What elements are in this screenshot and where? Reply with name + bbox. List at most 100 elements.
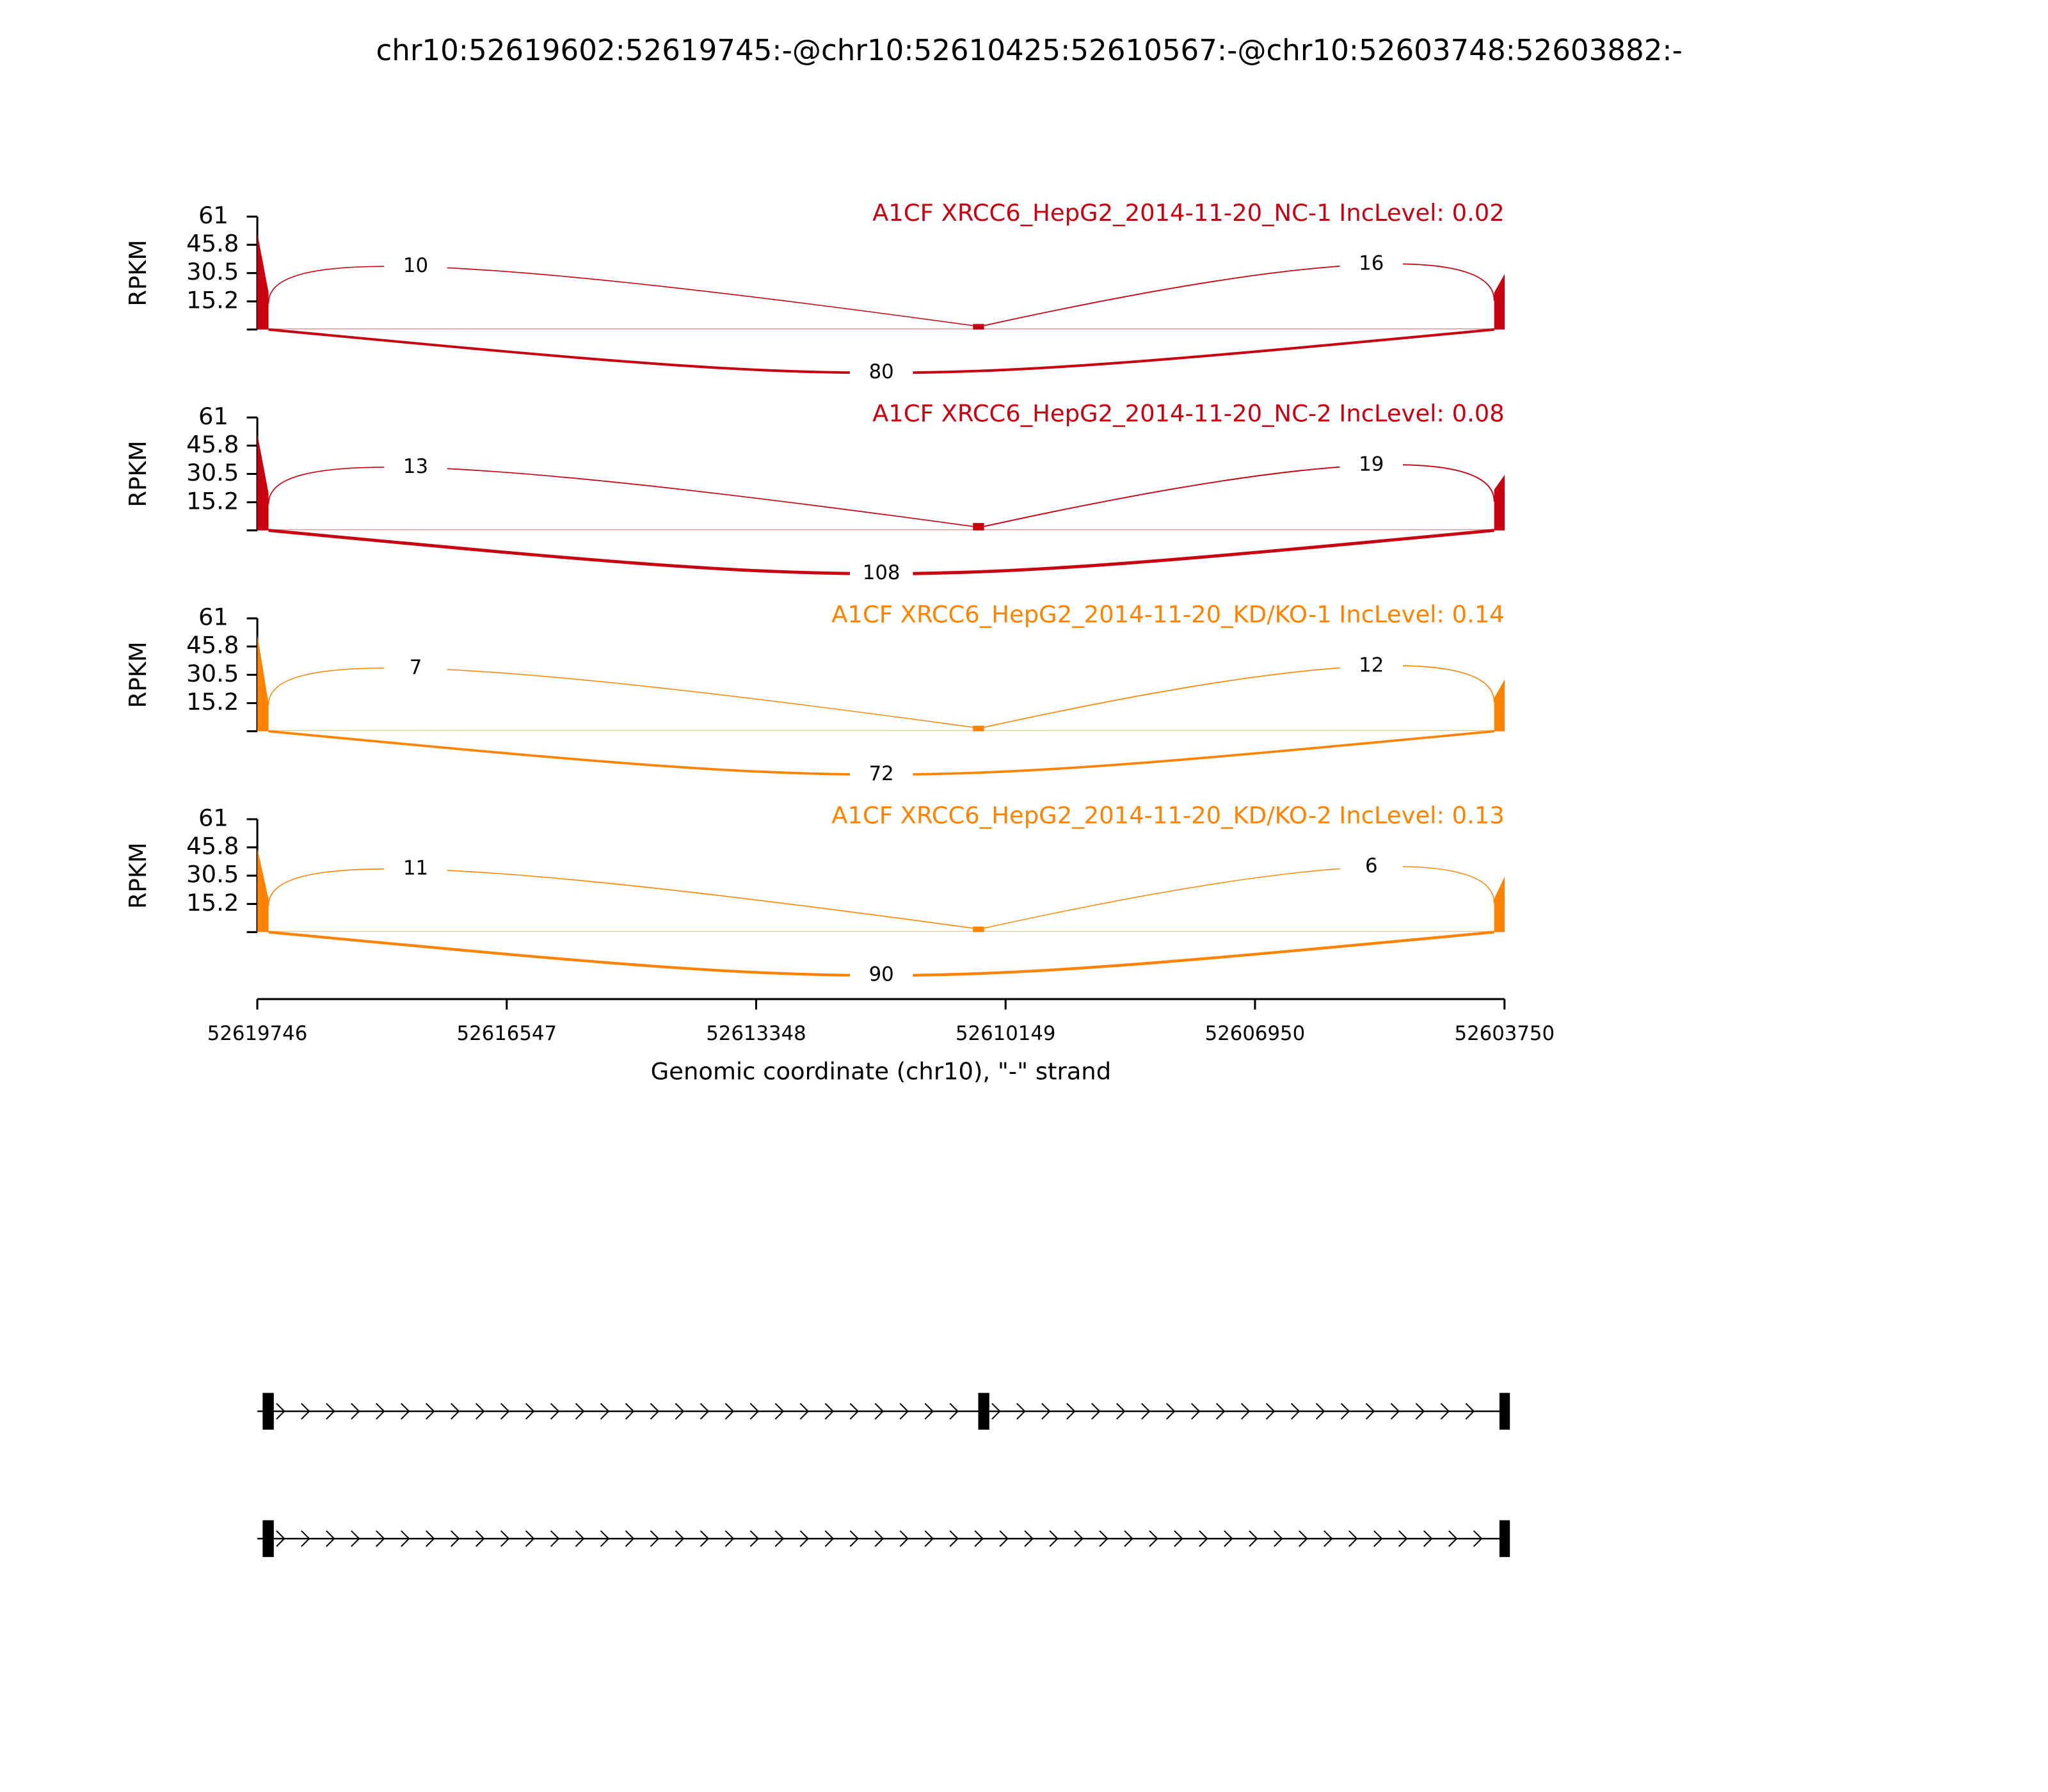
junction-label-bg	[384, 857, 447, 881]
y-tick-label: 61	[198, 804, 228, 832]
coverage	[1494, 474, 1505, 531]
strand-chevron	[1365, 1403, 1375, 1420]
y-tick-label: 61	[198, 202, 228, 229]
strand-chevron	[600, 1403, 610, 1420]
junction-arc	[984, 866, 1495, 929]
coverage	[257, 849, 269, 932]
junction-label: 7	[410, 656, 422, 679]
strand-chevron	[625, 1403, 635, 1420]
strand-chevron	[849, 1530, 860, 1548]
strand-chevron	[276, 1403, 285, 1420]
strand-chevron	[1324, 1530, 1333, 1548]
junction-label: 90	[869, 963, 894, 986]
coverage	[1494, 679, 1505, 732]
exon-block	[1499, 1393, 1510, 1430]
strand-chevron	[799, 1530, 810, 1548]
strand-chevron	[326, 1530, 335, 1548]
junction-label-bg	[384, 255, 447, 279]
y-axis-label: RPKM	[124, 441, 152, 508]
y-tick-label: 15.2	[186, 286, 239, 314]
junction-label: 13	[403, 455, 428, 478]
strand-chevron	[849, 1403, 860, 1420]
strand-chevron	[1016, 1403, 1026, 1420]
junction-label: 19	[1359, 452, 1384, 476]
strand-chevron	[1141, 1403, 1151, 1420]
strand-chevron	[376, 1530, 385, 1548]
junction-arc	[268, 266, 973, 326]
strand-chevron	[1224, 1530, 1233, 1548]
strand-chevron	[899, 1530, 909, 1548]
junction-label: 16	[1359, 252, 1384, 275]
x-tick-label: 52613348	[706, 1022, 806, 1045]
strand-chevron	[276, 1530, 285, 1548]
strand-chevron	[824, 1530, 835, 1548]
strand-chevron	[1315, 1403, 1325, 1420]
junction-arc	[268, 868, 973, 929]
junction-arc	[984, 464, 1495, 527]
coverage	[973, 926, 984, 932]
strand-chevron	[700, 1403, 710, 1420]
x-tick-label: 52606950	[1205, 1022, 1306, 1045]
strand-chevron	[600, 1530, 610, 1548]
strand-chevron	[450, 1530, 460, 1548]
exon-block	[262, 1520, 274, 1557]
panel-label: A1CF XRCC6_HepG2_2014-11-20_KD/KO-1 IncL…	[831, 601, 1505, 628]
strand-chevron	[351, 1403, 360, 1420]
y-tick-label: 30.5	[186, 258, 239, 285]
x-tick-label: 52610149	[956, 1022, 1056, 1045]
y-tick-label: 15.2	[186, 688, 239, 716]
strand-chevron	[401, 1530, 410, 1548]
strand-chevron	[1240, 1403, 1251, 1420]
x-axis-label: Genomic coordinate (chr10), "-" strand	[651, 1057, 1111, 1085]
y-tick-label: 45.8	[186, 832, 239, 860]
strand-chevron	[949, 1530, 959, 1548]
strand-chevron	[1340, 1403, 1350, 1420]
strand-chevron	[1440, 1403, 1450, 1420]
coverage	[1494, 876, 1505, 932]
junction-label: 108	[863, 561, 900, 584]
y-tick-label: 15.2	[186, 487, 239, 515]
strand-chevron	[525, 1403, 535, 1420]
junction-label-bg	[1340, 453, 1403, 477]
exon-block	[1499, 1520, 1510, 1557]
y-tick-label: 45.8	[186, 230, 239, 257]
strand-chevron	[749, 1403, 760, 1420]
x-tick-label: 52603750	[1455, 1022, 1555, 1045]
y-tick-label: 30.5	[186, 660, 239, 687]
strand-chevron	[724, 1530, 735, 1548]
strand-chevron	[824, 1403, 835, 1420]
strand-chevron	[1174, 1530, 1183, 1548]
junction-label: 11	[403, 857, 428, 880]
strand-chevron	[575, 1403, 585, 1420]
strand-chevron	[351, 1530, 360, 1548]
coverage	[257, 434, 269, 531]
strand-chevron	[1149, 1530, 1158, 1548]
strand-chevron	[1091, 1403, 1101, 1420]
strand-chevron	[426, 1403, 435, 1420]
strand-chevron	[874, 1530, 884, 1548]
strand-chevron	[1049, 1530, 1059, 1548]
strand-chevron	[1024, 1530, 1034, 1548]
strand-chevron	[749, 1530, 760, 1548]
strand-chevron	[1041, 1403, 1051, 1420]
panel-label: A1CF XRCC6_HepG2_2014-11-20_KD/KO-2 IncL…	[831, 801, 1505, 829]
strand-chevron	[999, 1530, 1009, 1548]
panel-label: A1CF XRCC6_HepG2_2014-11-20_NC-1 IncLeve…	[872, 199, 1505, 227]
strand-chevron	[924, 1530, 934, 1548]
coverage	[257, 635, 269, 732]
strand-chevron	[525, 1530, 535, 1548]
strand-chevron	[401, 1403, 410, 1420]
strand-chevron	[1249, 1530, 1258, 1548]
strand-chevron	[1448, 1530, 1458, 1548]
strand-chevron	[774, 1530, 785, 1548]
strand-chevron	[774, 1403, 785, 1420]
strand-chevron	[301, 1403, 310, 1420]
strand-chevron	[1265, 1403, 1276, 1420]
exon-block	[262, 1393, 274, 1430]
junction-label: 10	[403, 254, 428, 277]
strand-chevron	[874, 1403, 884, 1420]
junction-label-bg	[849, 963, 913, 988]
strand-chevron	[1290, 1403, 1300, 1420]
